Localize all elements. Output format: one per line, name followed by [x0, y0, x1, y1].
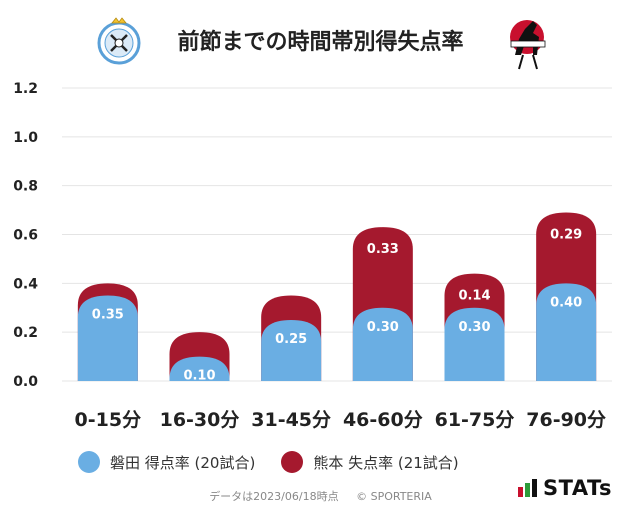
data-label-iwata: 0.35: [92, 308, 124, 323]
data-label-iwata: 0.40: [550, 295, 582, 310]
bar-iwata: [77, 295, 138, 381]
legend-item-iwata: 磐田 得点率 (20試合): [78, 451, 255, 473]
x-tick-label: 31-45分: [251, 409, 331, 431]
y-tick-label: 1.2: [13, 81, 38, 97]
x-tick-label: 61-75分: [435, 409, 515, 431]
bar-iwata: [261, 319, 322, 381]
data-date-note: データは2023/06/18時点: [209, 490, 339, 503]
data-label-iwata: 0.30: [367, 320, 399, 335]
footer: データは2023/06/18時点 © SPORTERIA: [0, 488, 641, 504]
data-label-kumamoto: 0.14: [458, 289, 490, 304]
y-tick-label: 0.0: [13, 374, 38, 390]
y-tick-label: 0.8: [13, 179, 38, 195]
stats-logo-icon: [518, 479, 537, 497]
bar-iwata: [444, 307, 505, 381]
x-tick-label: 76-90分: [526, 409, 606, 431]
stats-logo-text: STATs: [543, 476, 612, 500]
data-label-kumamoto: 0.29: [550, 228, 582, 243]
legend-swatch-kumamoto: [281, 451, 304, 473]
copyright: © SPORTERIA: [356, 490, 432, 503]
stats-logo: STATs: [517, 476, 612, 500]
legend: 磐田 得点率 (20試合) 熊本 失点率 (21試合): [78, 450, 459, 474]
x-tick-label: 16-30分: [160, 409, 240, 431]
chart-title: 前節までの時間帯別得失点率: [177, 30, 464, 55]
y-tick-label: 1.0: [13, 130, 38, 146]
data-label-kumamoto: 0.33: [367, 242, 399, 257]
jubilo-crest-icon: [97, 17, 141, 65]
roasso-crest-icon: [510, 20, 546, 70]
x-tick-label: 46-60分: [343, 409, 423, 431]
y-tick-label: 0.6: [13, 228, 38, 244]
bar-iwata: [169, 356, 230, 381]
legend-label-iwata: 磐田 得点率 (20試合): [110, 453, 256, 472]
x-tick-label: 0-15分: [75, 409, 142, 431]
legend-item-kumamoto: 熊本 失点率 (21試合): [281, 451, 459, 473]
legend-label-kumamoto: 熊本 失点率 (21試合): [313, 453, 459, 472]
y-tick-label: 0.2: [13, 325, 38, 341]
y-tick-label: 0.4: [13, 276, 38, 292]
bar-iwata: [536, 283, 597, 381]
data-label-iwata: 0.25: [275, 332, 307, 347]
data-label-iwata: 0.10: [183, 369, 215, 384]
legend-swatch-iwata: [78, 451, 100, 473]
data-label-iwata: 0.30: [458, 320, 490, 335]
bar-iwata: [352, 307, 413, 381]
